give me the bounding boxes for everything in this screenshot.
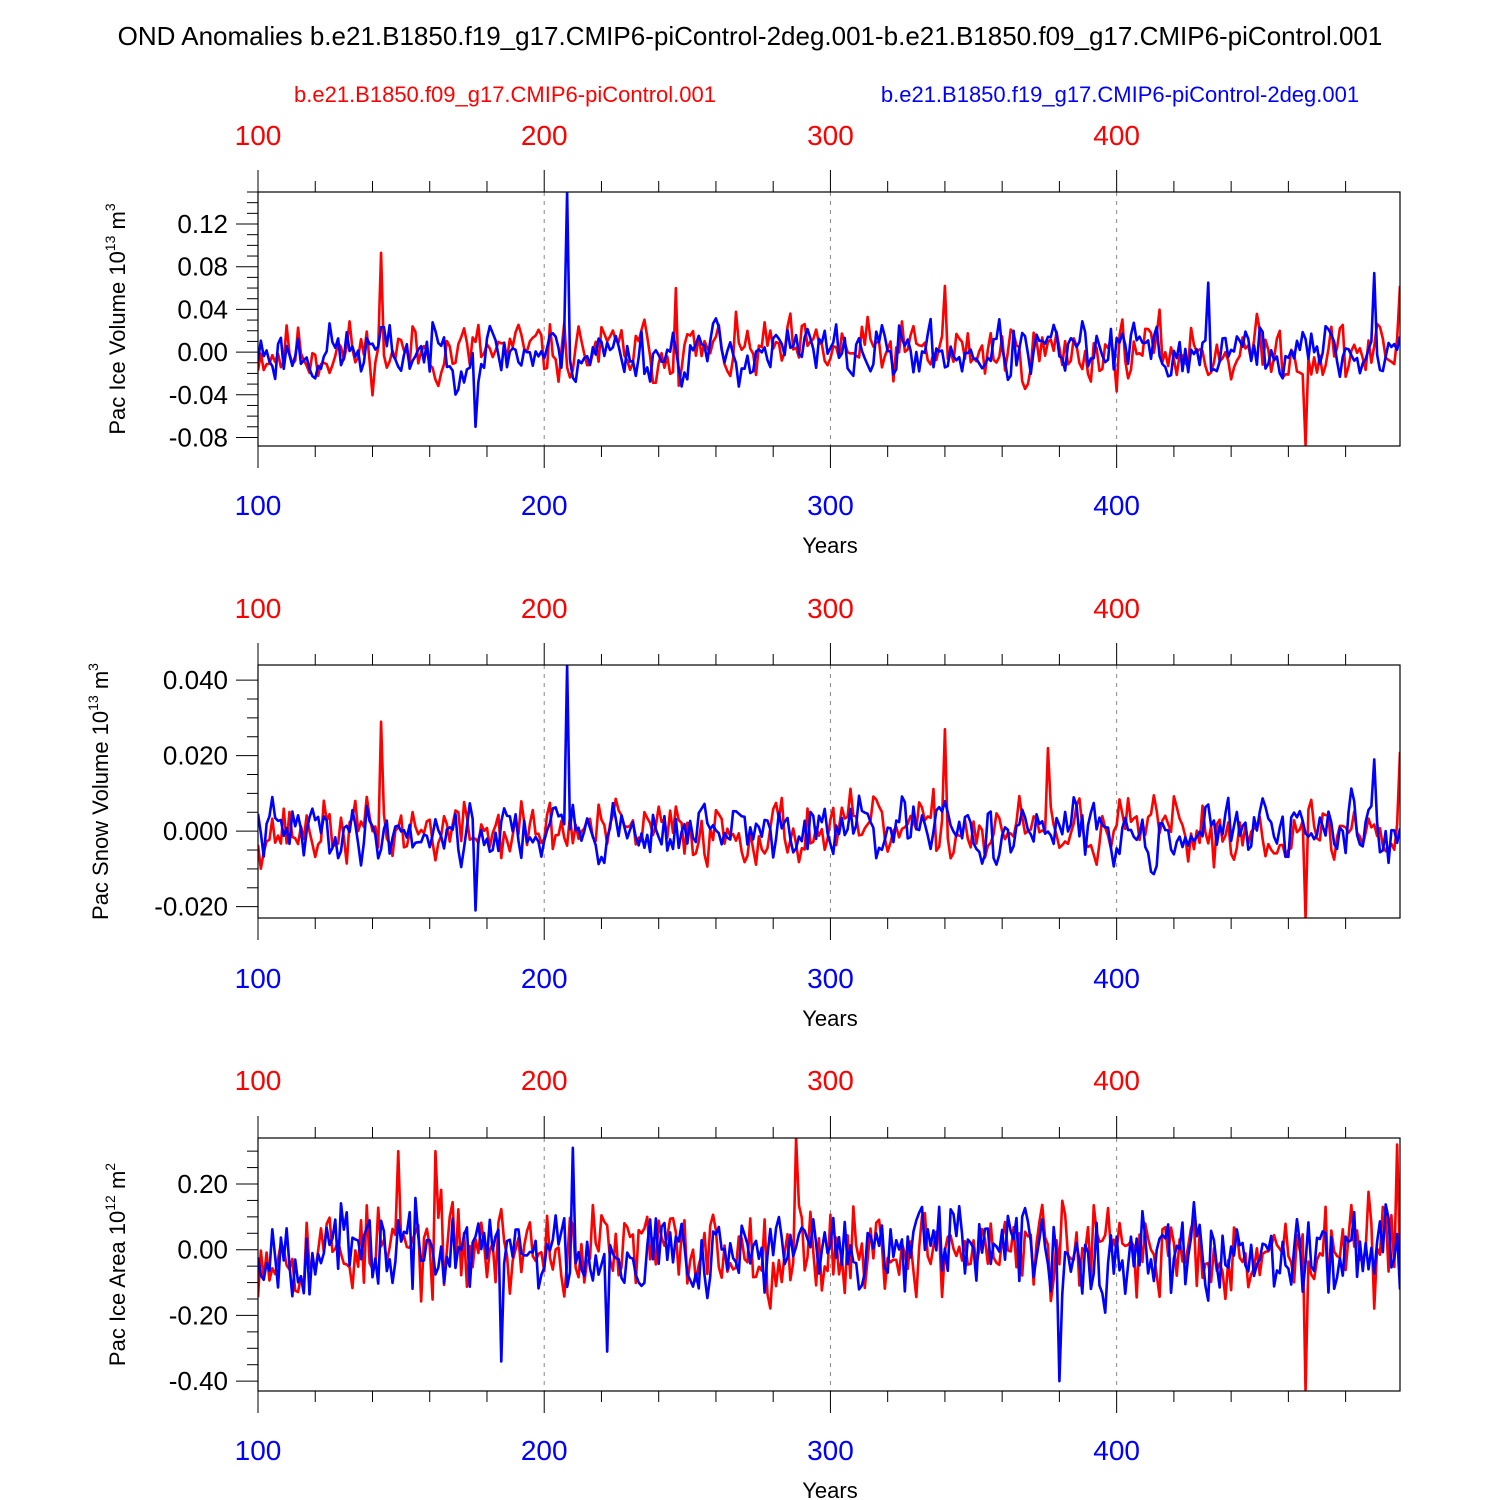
x-tick-label-bottom: 100 <box>235 490 282 521</box>
series-line-red <box>258 251 1400 446</box>
x-tick-label-bottom: 400 <box>1093 1435 1140 1466</box>
x-axis-label: Years <box>802 1478 857 1500</box>
chart-panel-1: 100 100 200 200 300 300 400 400 Years -0.08 -0.04 0… <box>102 120 1401 558</box>
y-tick-label: -0.04 <box>169 380 228 410</box>
figure-title: OND Anomalies b.e21.B1850.f19_g17.CMIP6-… <box>118 21 1383 51</box>
x-tick-label-top: 300 <box>807 1065 854 1096</box>
x-tick-label-top: 200 <box>521 1065 568 1096</box>
x-tick-label-bottom: 300 <box>807 963 854 994</box>
x-tick-label-bottom: 400 <box>1093 963 1140 994</box>
y-tick-label: 0.04 <box>177 294 228 324</box>
x-tick-label-bottom: 100 <box>235 1435 282 1466</box>
x-axis-label: Years <box>802 1006 857 1031</box>
y-tick-label: 0.08 <box>177 252 228 282</box>
y-tick-label: -0.20 <box>169 1300 228 1330</box>
x-tick-label-top: 200 <box>521 120 568 151</box>
x-tick-label-bottom: 100 <box>235 963 282 994</box>
series-line-blue <box>258 192 1400 429</box>
y-tick-label: 0.00 <box>177 337 228 367</box>
y-tick-label: -0.40 <box>169 1366 228 1396</box>
series-line-blue <box>258 665 1400 912</box>
chart-panel-3: 100 100 200 200 300 300 400 400 Years -0.40 -0.20 0… <box>102 1065 1401 1500</box>
x-tick-label-bottom: 300 <box>807 490 854 521</box>
y-tick-label: 0.000 <box>163 816 228 846</box>
plot-frame <box>257 664 1401 919</box>
x-axis-label: Years <box>802 533 857 558</box>
y-tick-label: 0.20 <box>177 1169 228 1199</box>
chart-panel-2: 100 100 200 200 300 300 400 400 Years -0.020 0.000… <box>85 593 1401 1031</box>
x-tick-label-bottom: 200 <box>521 490 568 521</box>
x-tick-label-bottom: 400 <box>1093 490 1140 521</box>
y-tick-label: 0.12 <box>177 209 228 239</box>
x-tick-label-top: 400 <box>1093 593 1140 624</box>
x-tick-label-top: 100 <box>235 1065 282 1096</box>
y-tick-label: 0.040 <box>163 665 228 695</box>
x-tick-label-top: 100 <box>235 120 282 151</box>
y-axis-label: Pac Snow Volume 1013 m3 <box>85 663 113 920</box>
plot-frame <box>257 191 1401 447</box>
y-tick-label: -0.020 <box>154 892 228 922</box>
x-tick-label-bottom: 200 <box>521 1435 568 1466</box>
y-tick-label: 0.00 <box>177 1235 228 1265</box>
series-line-red <box>258 720 1400 918</box>
x-tick-label-top: 200 <box>521 593 568 624</box>
legend-red-label: b.e21.B1850.f09_g17.CMIP6-piControl.001 <box>294 82 716 107</box>
y-axis-label: Pac Ice Area 1012 m2 <box>102 1163 130 1366</box>
legend-blue-label: b.e21.B1850.f19_g17.CMIP6-piControl-2deg… <box>881 82 1359 107</box>
y-tick-label: 0.020 <box>163 741 228 771</box>
panels: 100 100 200 200 300 300 400 400 Years -0.08 -0.04 0… <box>85 120 1401 1500</box>
y-tick-label: -0.08 <box>169 422 228 452</box>
x-tick-label-top: 100 <box>235 593 282 624</box>
x-tick-label-top: 400 <box>1093 120 1140 151</box>
plot-frame <box>257 1137 1401 1392</box>
x-tick-label-top: 400 <box>1093 1065 1140 1096</box>
y-axis-label: Pac Ice Volume 1013 m3 <box>102 203 130 434</box>
x-tick-label-top: 300 <box>807 120 854 151</box>
series-line-blue <box>258 1146 1400 1383</box>
x-tick-label-bottom: 200 <box>521 963 568 994</box>
x-tick-label-top: 300 <box>807 593 854 624</box>
x-tick-label-bottom: 300 <box>807 1435 854 1466</box>
